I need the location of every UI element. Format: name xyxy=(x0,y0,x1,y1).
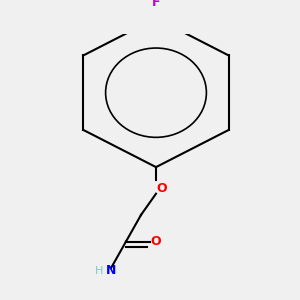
Text: O: O xyxy=(157,182,167,195)
Text: O: O xyxy=(151,235,161,248)
Text: H: H xyxy=(95,266,103,276)
Text: N: N xyxy=(106,264,116,277)
Text: F: F xyxy=(152,0,160,9)
